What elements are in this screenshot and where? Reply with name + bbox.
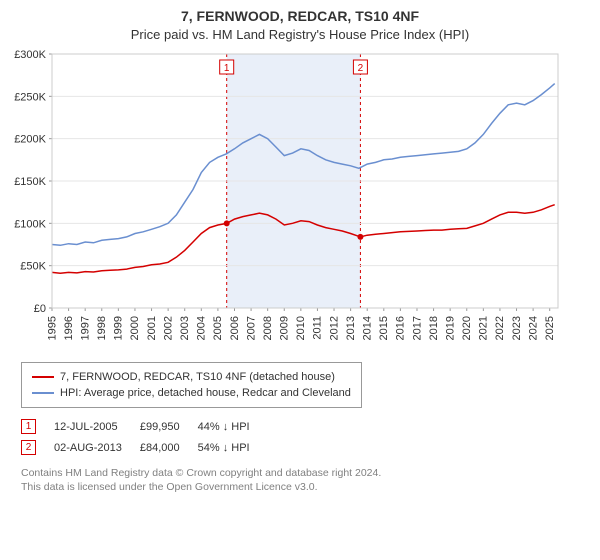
footer-line2: This data is licensed under the Open Gov… — [21, 480, 600, 494]
svg-text:£0: £0 — [34, 303, 46, 315]
svg-text:1995: 1995 — [46, 316, 58, 340]
footer-attribution: Contains HM Land Registry data © Crown c… — [21, 466, 600, 494]
svg-text:2013: 2013 — [345, 316, 357, 340]
sale-marker: 2 — [21, 440, 36, 455]
sale-row: 2 02-AUG-2013£84,00054% ↓ HPI — [21, 437, 268, 458]
svg-text:2024: 2024 — [527, 316, 539, 340]
svg-text:2005: 2005 — [212, 316, 224, 340]
svg-text:2016: 2016 — [395, 316, 407, 340]
svg-text:2010: 2010 — [295, 316, 307, 340]
svg-text:2: 2 — [358, 63, 364, 74]
sale-price: £99,950 — [140, 416, 198, 437]
svg-text:£50K: £50K — [20, 261, 46, 273]
svg-text:2001: 2001 — [146, 316, 158, 340]
svg-text:2019: 2019 — [444, 316, 456, 340]
svg-text:2012: 2012 — [328, 316, 340, 340]
svg-text:£150K: £150K — [14, 176, 46, 188]
svg-text:2008: 2008 — [262, 316, 274, 340]
svg-text:2014: 2014 — [362, 316, 374, 340]
title-line1: 7, FERNWOOD, REDCAR, TS10 4NF — [181, 8, 419, 24]
svg-text:2007: 2007 — [245, 316, 257, 340]
legend-item: HPI: Average price, detached house, Redc… — [32, 385, 351, 401]
svg-text:2015: 2015 — [378, 316, 390, 340]
svg-text:£200K: £200K — [14, 134, 46, 146]
svg-text:£300K: £300K — [14, 49, 46, 61]
svg-text:2023: 2023 — [511, 316, 523, 340]
svg-text:2025: 2025 — [544, 316, 556, 340]
svg-text:1997: 1997 — [79, 316, 91, 340]
sale-date: 02-AUG-2013 — [54, 437, 140, 458]
svg-text:2003: 2003 — [179, 316, 191, 340]
svg-text:2011: 2011 — [312, 316, 324, 340]
price-chart-svg: £0 £50K £100K £150K £200K £250K £300K 1995 1996 1… — [0, 48, 566, 358]
chart-subtitle: Price paid vs. HM Land Registry's House … — [0, 26, 600, 48]
svg-text:1998: 1998 — [96, 316, 108, 340]
sale-delta: 54% ↓ HPI — [198, 437, 268, 458]
legend-item: 7, FERNWOOD, REDCAR, TS10 4NF (detached … — [32, 369, 351, 385]
legend-swatch — [32, 376, 54, 378]
footer-line1: Contains HM Land Registry data © Crown c… — [21, 466, 600, 480]
sale-price: £84,000 — [140, 437, 198, 458]
svg-text:1: 1 — [224, 63, 230, 74]
svg-text:1996: 1996 — [63, 316, 75, 340]
legend-label: 7, FERNWOOD, REDCAR, TS10 4NF (detached … — [60, 369, 335, 385]
svg-text:2020: 2020 — [461, 316, 473, 340]
sale-row: 1 12-JUL-2005£99,95044% ↓ HPI — [21, 416, 268, 437]
sale-marker: 1 — [21, 419, 36, 434]
legend-label: HPI: Average price, detached house, Redc… — [60, 385, 351, 401]
svg-text:2022: 2022 — [494, 316, 506, 340]
svg-text:1999: 1999 — [113, 316, 125, 340]
chart-area: £0 £50K £100K £150K £200K £250K £300K 1995 1996 1… — [0, 48, 600, 358]
legend-swatch — [32, 392, 54, 394]
svg-text:£250K: £250K — [14, 91, 46, 103]
svg-text:£100K: £100K — [14, 218, 46, 230]
legend-box: 7, FERNWOOD, REDCAR, TS10 4NF (detached … — [21, 362, 362, 408]
sale-date: 12-JUL-2005 — [54, 416, 140, 437]
svg-text:2002: 2002 — [162, 316, 174, 340]
svg-text:2009: 2009 — [279, 316, 291, 340]
svg-text:2000: 2000 — [129, 316, 141, 340]
svg-text:2006: 2006 — [229, 316, 241, 340]
title-line2: Price paid vs. HM Land Registry's House … — [131, 27, 469, 42]
svg-text:2017: 2017 — [411, 316, 423, 340]
svg-text:2004: 2004 — [196, 316, 208, 340]
sale-delta: 44% ↓ HPI — [198, 416, 268, 437]
chart-title: 7, FERNWOOD, REDCAR, TS10 4NF — [0, 0, 600, 26]
svg-text:2021: 2021 — [478, 316, 490, 340]
sales-table: 1 12-JUL-2005£99,95044% ↓ HPI 2 02-AUG-2013… — [21, 416, 268, 458]
svg-text:2018: 2018 — [428, 316, 440, 340]
